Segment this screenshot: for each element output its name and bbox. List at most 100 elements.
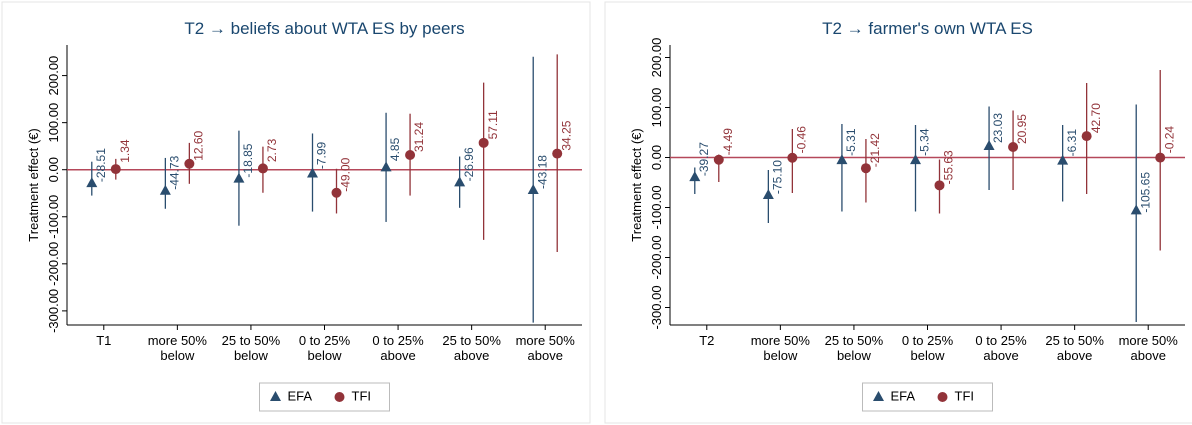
x-tick-label-line: 25 to 50% (825, 333, 884, 348)
marker-triangle (380, 161, 392, 172)
x-tick-label-line: more 50% (751, 333, 811, 348)
y-tick-label: -300.00 (649, 285, 664, 329)
marker-circle (860, 163, 871, 174)
x-tick-label-line: above (380, 348, 415, 363)
data-label: -26.96 (462, 147, 476, 181)
marker-circle (184, 158, 195, 169)
chart-title: T2 → beliefs about WTA ES by peers (184, 19, 464, 38)
x-tick-label-line: T2 (699, 333, 714, 348)
x-tick-label-line: above (1131, 348, 1166, 363)
x-tick-label-line: T1 (96, 333, 111, 348)
data-label: 42.70 (1089, 103, 1103, 133)
y-axis-title: Treatment effect (€) (629, 128, 644, 241)
y-tick-label: -100.00 (649, 185, 664, 229)
x-tick-label: 25 to 50% above (1045, 333, 1104, 363)
panel (1, 1, 591, 424)
data-label: -44.73 (168, 155, 182, 189)
data-label: -75.10 (771, 160, 785, 194)
data-label: -6.31 (1065, 129, 1079, 157)
y-axis-title: Treatment effect (€) (26, 128, 41, 241)
marker-circle (405, 150, 416, 161)
y-tick-label: -300.00 (46, 289, 61, 333)
legend-label: TFI (352, 388, 372, 403)
data-label: -0.24 (1162, 126, 1176, 154)
marker-circle (478, 137, 489, 148)
marker-circle (331, 187, 342, 198)
x-tick-label-line: 0 to 25% (902, 333, 954, 348)
x-tick-label-line: below (234, 348, 269, 363)
marker-triangle (1130, 204, 1142, 215)
data-label: 2.73 (265, 138, 279, 162)
y-tick-label: 100.00 (46, 103, 61, 143)
marker-circle (713, 154, 724, 165)
x-tick-label-line: above (1057, 348, 1092, 363)
marker-triangle (983, 139, 995, 150)
x-tick-label-line: below (911, 348, 946, 363)
x-tick-label: T1 (96, 333, 111, 348)
x-tick-label: 0 to 25% below (299, 333, 351, 363)
x-tick-label: more 50% above (1119, 333, 1179, 363)
data-label: -39.27 (697, 142, 711, 176)
marker-triangle (233, 172, 245, 183)
x-tick-label-line: 0 to 25% (975, 333, 1027, 348)
marker-triangle (270, 391, 281, 401)
marker-circle (1081, 131, 1092, 142)
data-label: 57.11 (486, 110, 500, 139)
x-tick-label: 25 to 50% below (825, 333, 884, 363)
x-tick-label-line: 0 to 25% (372, 333, 424, 348)
marker-triangle (527, 184, 539, 195)
marker-triangle (836, 154, 848, 165)
data-label: -7.99 (315, 141, 329, 169)
y-tick-label: -100.00 (46, 195, 61, 239)
x-tick-label-line: 25 to 50% (222, 333, 281, 348)
marker-triangle (910, 154, 921, 165)
data-label: -28.51 (94, 148, 108, 182)
marker-circle (787, 152, 798, 163)
data-label: -105.65 (1138, 172, 1152, 213)
x-tick-label-line: above (983, 348, 1018, 363)
legend (259, 382, 390, 412)
marker-triangle (1057, 154, 1069, 165)
x-tick-label-line: below (837, 348, 872, 363)
legend-label: EFA (288, 388, 313, 403)
y-tick-label: -200.00 (649, 235, 664, 279)
marker-circle (1008, 142, 1019, 153)
data-label: -18.85 (241, 143, 255, 177)
x-tick-label-line: below (160, 348, 195, 363)
x-tick-label-line: more 50% (148, 333, 208, 348)
marker-triangle (762, 189, 774, 200)
x-tick-label-line: 0 to 25% (299, 333, 351, 348)
x-tick-label-line: more 50% (1119, 333, 1179, 348)
y-tick-label: 0.00 (46, 157, 61, 182)
data-label: 34.25 (559, 120, 573, 150)
x-tick-label-line: above (528, 348, 563, 363)
x-tick-label-line: 25 to 50% (442, 333, 501, 348)
x-tick-label-line: more 50% (516, 333, 576, 348)
data-label: 20.95 (1015, 114, 1029, 144)
marker-circle (334, 392, 345, 402)
data-label: 12.60 (192, 130, 206, 160)
x-tick-label-line: below (308, 348, 343, 363)
chart-title: T2 → farmer's own WTA ES (822, 19, 1033, 38)
x-tick-label: more 50% below (751, 333, 811, 363)
data-label: 23.03 (991, 113, 1005, 143)
marker-triangle (307, 167, 318, 178)
x-tick-label: 25 to 50% below (222, 333, 281, 363)
x-tick-label-line: 25 to 50% (1045, 333, 1104, 348)
marker-circle (934, 180, 945, 191)
y-tick-label: 100.00 (649, 88, 664, 128)
x-tick-label: 25 to 50% above (442, 333, 501, 363)
marker-triangle (689, 171, 701, 182)
x-tick-label: 0 to 25% above (372, 333, 424, 363)
legend (862, 382, 993, 412)
y-tick-label: 0.00 (649, 145, 664, 170)
marker-circle (110, 164, 121, 175)
panel (604, 1, 1192, 424)
marker-triangle (86, 177, 98, 188)
data-label: -5.34 (918, 128, 932, 156)
legend-label: EFA (891, 388, 916, 403)
data-label: -55.63 (942, 150, 956, 184)
y-tick-label: 200.00 (649, 38, 664, 78)
